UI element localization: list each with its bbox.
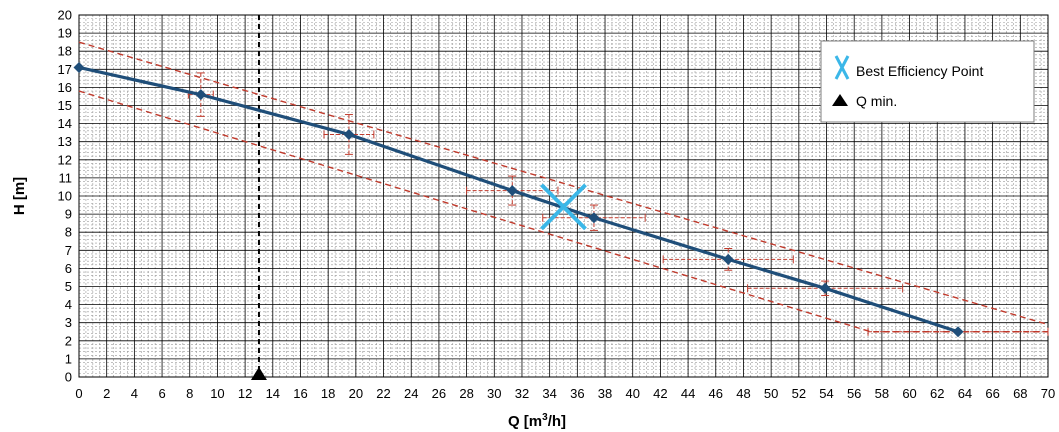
legend-qmin-label: Q min. <box>856 93 897 109</box>
x-tick-label: 2 <box>103 386 110 401</box>
bep-layer <box>540 183 587 231</box>
x-tick-label: 28 <box>459 386 473 401</box>
x-tick-label: 34 <box>542 386 556 401</box>
x-tick-label: 10 <box>210 386 224 401</box>
pump-curve-line <box>78 65 959 334</box>
bep-marker-stroke <box>540 183 587 231</box>
y-tick-label: 7 <box>65 243 72 258</box>
x-tick-label: 48 <box>736 386 750 401</box>
x-tick-label: 26 <box>432 386 446 401</box>
x-tick-label: 22 <box>376 386 390 401</box>
x-tick-label: 64 <box>958 386 972 401</box>
curve-point <box>588 212 600 224</box>
legend: Best Efficiency Point Q min. <box>820 40 1035 123</box>
x-tick-label: 66 <box>985 386 999 401</box>
y-tick-label: 2 <box>65 333 72 348</box>
x-tick-label: 60 <box>902 386 916 401</box>
qmin-triangle <box>250 367 267 380</box>
y-axis-title: H [m] <box>11 177 28 215</box>
x-tick-label: 54 <box>819 386 833 401</box>
x-tick-label: 36 <box>570 386 584 401</box>
curve-point <box>343 128 355 140</box>
y-tick-label: 3 <box>65 315 72 330</box>
y-tick-label: 20 <box>58 8 72 23</box>
x-tick-label: 38 <box>598 386 612 401</box>
x-tick-label: 58 <box>875 386 889 401</box>
curve-point <box>952 326 964 338</box>
y-tick-label: 14 <box>58 116 72 131</box>
x-tick-label: 24 <box>404 386 418 401</box>
x-tick-label: 8 <box>186 386 193 401</box>
legend-bep-label: Best Efficiency Point <box>856 63 983 79</box>
curve-point <box>73 61 85 73</box>
x-tick-label: 20 <box>349 386 363 401</box>
x-tick-label: 62 <box>930 386 944 401</box>
qmin-layer <box>250 15 267 380</box>
x-tick-label: 18 <box>321 386 335 401</box>
x-tick-label: 32 <box>515 386 529 401</box>
x-tick-label: 40 <box>625 386 639 401</box>
x-tick-label: 50 <box>764 386 778 401</box>
plot-frame <box>78 14 1049 378</box>
y-tick-label: 1 <box>65 351 72 366</box>
curve-point <box>722 253 734 265</box>
minor-grid <box>79 15 1048 377</box>
x-tick-label: 30 <box>487 386 501 401</box>
curve-point <box>506 185 518 197</box>
y-tick-label: 9 <box>65 207 72 222</box>
x-tick-label: 14 <box>266 386 280 401</box>
curve-point <box>819 282 831 294</box>
y-tick-label: 11 <box>59 170 73 185</box>
y-tick-label: 19 <box>58 26 72 41</box>
y-tick-label: 0 <box>65 370 72 385</box>
x-axis-title: Q [m3/h] <box>508 412 566 430</box>
x-tick-label: 52 <box>792 386 806 401</box>
x-tick-label: 70 <box>1041 386 1055 401</box>
y-tick-label: 6 <box>65 261 72 276</box>
legend-bep-icon <box>834 55 850 80</box>
y-tick-label: 10 <box>58 189 72 204</box>
y-tick-label: 17 <box>58 62 72 77</box>
tolerance-upper-line <box>78 41 1049 326</box>
x-tick-label: 44 <box>681 386 695 401</box>
legend-box <box>820 40 1035 123</box>
y-tick-label: 5 <box>65 279 72 294</box>
y-tick-label: 4 <box>65 297 72 312</box>
x-tick-label: 56 <box>847 386 861 401</box>
x-tick-label: 68 <box>1013 386 1027 401</box>
x-tick-label: 46 <box>709 386 723 401</box>
y-tick-label: 8 <box>65 225 72 240</box>
y-tick-label: 16 <box>58 80 72 95</box>
x-tick-label: 4 <box>131 386 138 401</box>
x-tick-label: 0 <box>75 386 82 401</box>
y-tick-label: 15 <box>58 98 72 113</box>
x-tick-labels: 0 2 4 6 8 10 12 14 16 18 20 22 24 26 28 30 32 34 36 38 40 42 4… <box>75 386 1055 401</box>
x-tick-label: 16 <box>293 386 307 401</box>
curve-layer <box>73 61 964 338</box>
y-tick-label: 18 <box>58 44 72 59</box>
y-tick-label: 13 <box>58 134 72 149</box>
legend-qmin-icon <box>832 94 848 106</box>
y-tick-label: 12 <box>58 152 72 167</box>
x-tick-label: 12 <box>238 386 252 401</box>
curve-point <box>195 89 207 101</box>
x-tick-label: 6 <box>158 386 165 401</box>
x-tick-label: 42 <box>653 386 667 401</box>
